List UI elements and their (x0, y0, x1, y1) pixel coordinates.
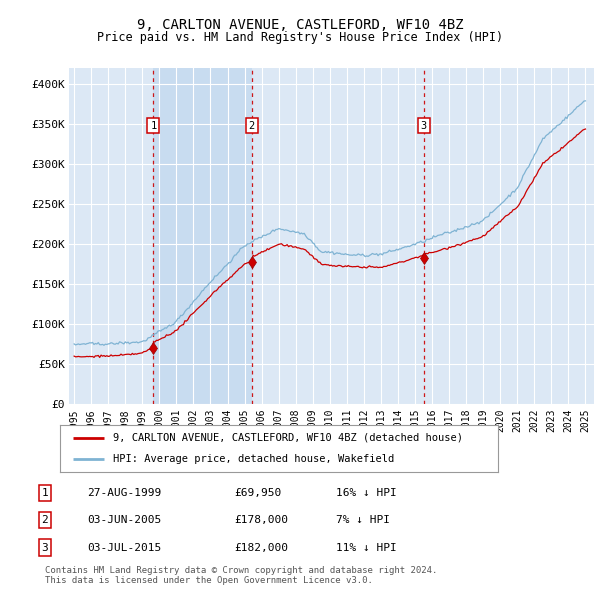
Text: £182,000: £182,000 (234, 543, 288, 552)
Text: Price paid vs. HM Land Registry's House Price Index (HPI): Price paid vs. HM Land Registry's House … (97, 31, 503, 44)
Text: 11% ↓ HPI: 11% ↓ HPI (336, 543, 397, 552)
Text: 9, CARLTON AVENUE, CASTLEFORD, WF10 4BZ (detached house): 9, CARLTON AVENUE, CASTLEFORD, WF10 4BZ … (113, 432, 463, 442)
Text: 3: 3 (41, 543, 49, 552)
Text: 03-JUN-2005: 03-JUN-2005 (87, 516, 161, 525)
Text: 7% ↓ HPI: 7% ↓ HPI (336, 516, 390, 525)
Text: 16% ↓ HPI: 16% ↓ HPI (336, 488, 397, 497)
Bar (252, 68, 424, 404)
Text: 3: 3 (421, 120, 427, 130)
Text: Contains HM Land Registry data © Crown copyright and database right 2024.
This d: Contains HM Land Registry data © Crown c… (45, 566, 437, 585)
Text: HPI: Average price, detached house, Wakefield: HPI: Average price, detached house, Wake… (113, 454, 394, 464)
Text: 1: 1 (150, 120, 157, 130)
Text: 1: 1 (41, 488, 49, 497)
Text: 2: 2 (41, 516, 49, 525)
Text: 27-AUG-1999: 27-AUG-1999 (87, 488, 161, 497)
Bar (154, 68, 252, 404)
Text: £69,950: £69,950 (234, 488, 281, 497)
Text: 9, CARLTON AVENUE, CASTLEFORD, WF10 4BZ: 9, CARLTON AVENUE, CASTLEFORD, WF10 4BZ (137, 18, 463, 32)
Text: £178,000: £178,000 (234, 516, 288, 525)
Text: 2: 2 (248, 120, 255, 130)
Text: 03-JUL-2015: 03-JUL-2015 (87, 543, 161, 552)
